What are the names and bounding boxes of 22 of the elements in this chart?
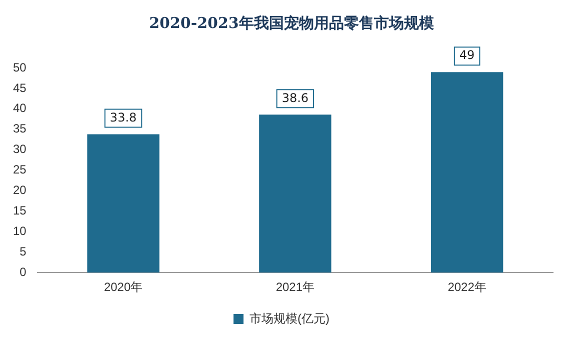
- y-tick-label: 15: [12, 204, 27, 218]
- y-tick-label: 5: [20, 244, 27, 258]
- y-tick-label: 40: [12, 101, 27, 116]
- data-label: 49: [459, 48, 475, 62]
- y-tick-label: 20: [12, 183, 27, 198]
- legend-label: 市场规模(亿元): [250, 311, 330, 326]
- bar: [259, 114, 332, 273]
- x-tick-label: 2020年: [104, 280, 143, 294]
- y-tick-label: 50: [12, 60, 27, 74]
- y-tick-label: 25: [12, 162, 27, 177]
- y-tick-label: 30: [12, 142, 27, 156]
- chart-title: 2020-2023年我国宠物用品零售市场规模: [148, 14, 435, 33]
- y-tick-label: 0: [20, 264, 27, 279]
- data-label: 38.6: [282, 90, 309, 105]
- x-tick-label: 2022年: [448, 280, 486, 294]
- bar: [430, 72, 504, 273]
- data-label: 33.8: [110, 110, 137, 124]
- x-tick-label: 2021年: [276, 280, 315, 294]
- y-tick-label: 45: [12, 80, 27, 95]
- y-tick-label: 10: [12, 224, 27, 238]
- bar: [87, 134, 160, 273]
- y-tick-label: 35: [12, 122, 27, 136]
